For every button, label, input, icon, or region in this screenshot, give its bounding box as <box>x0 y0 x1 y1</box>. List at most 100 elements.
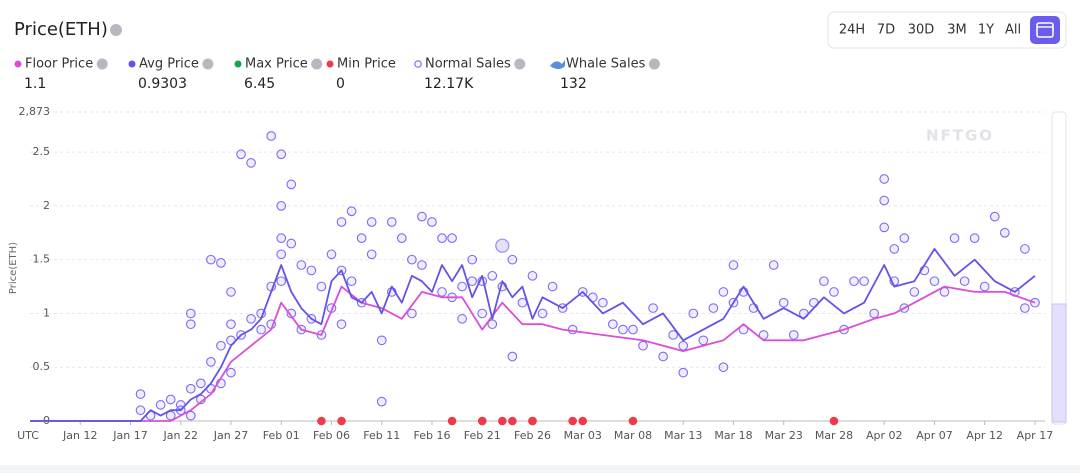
x-tick-label: Mar 23 <box>765 429 803 442</box>
normal-sale <box>326 249 337 260</box>
range-box <box>827 11 1067 49</box>
normal-sale <box>437 287 447 297</box>
normal-sale <box>608 319 618 330</box>
normal-sale <box>457 281 467 292</box>
normal-sale <box>949 233 960 244</box>
normal-sale <box>698 335 709 346</box>
normal-sale <box>316 281 327 292</box>
normal-sale <box>869 308 880 319</box>
legend-marker <box>234 60 242 68</box>
normal-sale <box>386 217 397 227</box>
normal-sale <box>165 394 176 405</box>
range-button[interactable]: All <box>1005 23 1021 38</box>
normal-sale <box>939 287 950 297</box>
normal-sale <box>1020 303 1030 313</box>
normal-sale <box>718 362 729 373</box>
normal-sale <box>527 270 538 281</box>
min-sale <box>498 416 507 426</box>
normal-sale <box>286 308 297 319</box>
normal-sale <box>879 174 890 184</box>
y-tick-label: 0.5 <box>33 360 51 373</box>
y-tick-label: 1 <box>43 306 50 319</box>
normal-sale <box>226 287 236 297</box>
normal-sale <box>135 389 146 399</box>
info-icon <box>648 58 660 70</box>
normal-sale <box>216 258 226 268</box>
normal-sale <box>206 254 216 265</box>
x-tick-label: Jan 12 <box>62 429 97 442</box>
normal-sale <box>618 324 628 335</box>
zoom-handle[interactable] <box>1051 303 1067 423</box>
normal-sale <box>668 330 679 340</box>
normal-sale <box>688 308 699 319</box>
normal-sale <box>778 297 789 308</box>
normal-sale <box>266 131 277 141</box>
info-icon <box>96 58 108 70</box>
normal-sale <box>437 233 447 244</box>
range-button[interactable]: 30D <box>908 23 935 38</box>
legend-value: 132 <box>560 76 587 92</box>
normal-sale <box>226 367 236 378</box>
normal-sale <box>256 324 266 335</box>
x-tick-label: Mar 03 <box>564 429 602 442</box>
x-tick-label: Feb 26 <box>514 429 551 442</box>
normal-sale <box>135 405 146 416</box>
x-tick-label: Feb 16 <box>413 429 450 442</box>
price-line <box>30 285 1036 422</box>
normal-sale <box>366 249 377 260</box>
normal-sale <box>396 233 407 244</box>
normal-sale <box>829 287 839 297</box>
x-tick-label: Jan 22 <box>163 429 198 442</box>
normal-sale <box>989 211 1000 222</box>
normal-sale <box>346 276 357 287</box>
normal-sale <box>276 249 287 260</box>
normal-sale <box>547 281 558 292</box>
legend-name: Avg Price <box>139 57 199 72</box>
legend-name: Normal Sales <box>425 57 511 72</box>
range-button[interactable]: 1Y <box>978 23 994 38</box>
normal-sale <box>346 206 357 217</box>
normal-sale <box>889 244 900 254</box>
y-tick-label: 2 <box>43 199 50 212</box>
normal-sale <box>648 303 658 313</box>
normal-sale <box>206 356 216 367</box>
min-sale <box>317 416 326 426</box>
normal-sale <box>899 233 910 244</box>
normal-sale <box>678 340 689 351</box>
info-icon[interactable] <box>110 24 122 36</box>
normal-sale <box>597 297 608 308</box>
range-button[interactable]: 3M <box>947 23 967 38</box>
normal-sale <box>276 149 287 160</box>
normal-sale <box>507 351 518 362</box>
range-button[interactable]: 24H <box>839 23 865 38</box>
normal-sale <box>507 254 518 265</box>
normal-sale <box>246 313 256 324</box>
min-sale <box>477 416 487 426</box>
legend-marker <box>128 60 136 68</box>
footer-strip <box>0 465 1080 473</box>
normal-sale <box>296 260 307 270</box>
legend-name: Max Price <box>245 57 308 72</box>
normal-sale <box>999 227 1010 238</box>
range-button[interactable]: 7D <box>877 23 895 38</box>
min-sale <box>528 416 537 426</box>
normal-sale <box>276 201 287 211</box>
x-tick-label: Feb 21 <box>464 429 501 442</box>
x-tick-label: Feb 01 <box>263 429 300 442</box>
normal-sale <box>708 303 719 313</box>
normal-sale <box>155 400 166 410</box>
calendar-button[interactable] <box>1030 16 1060 44</box>
legend-marker <box>550 60 565 69</box>
legend-name: Min Price <box>337 57 396 72</box>
normal-sale <box>879 195 890 206</box>
y-tick-label: 1.5 <box>33 253 51 266</box>
normal-sale <box>185 410 196 421</box>
normal-sale <box>417 211 427 222</box>
normal-sale <box>407 254 417 265</box>
y-tick-label: 2,873 <box>19 105 51 118</box>
legend-value: 1.1 <box>24 76 46 92</box>
x-tick-label: Apr 12 <box>966 429 1003 442</box>
legend-value: 0.9303 <box>138 76 187 92</box>
normal-sale <box>286 238 297 249</box>
